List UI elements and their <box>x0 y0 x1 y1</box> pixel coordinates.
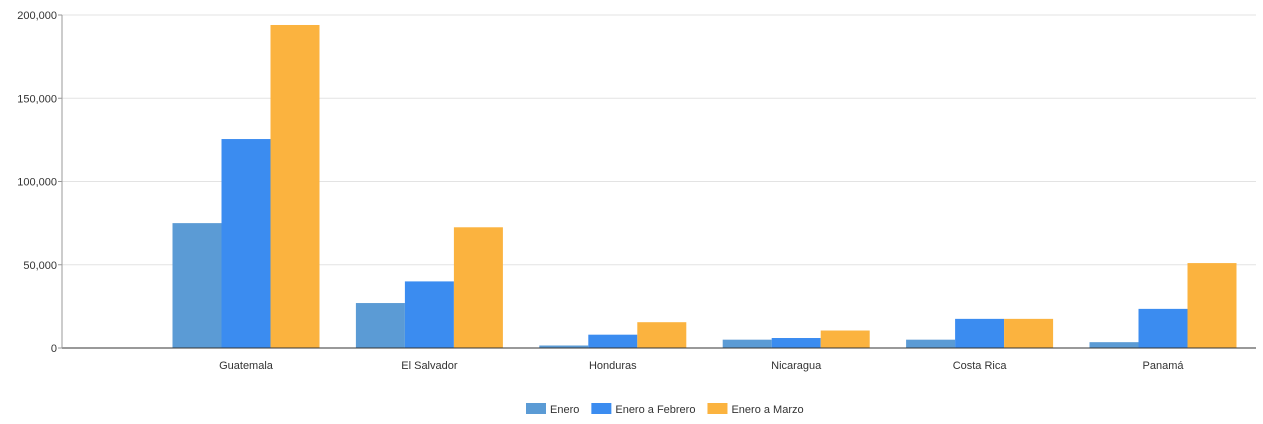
x-tick-label: Nicaragua <box>771 360 822 372</box>
bar-enero-a-febrero-1 <box>404 281 454 348</box>
legend-swatch <box>526 403 546 414</box>
bar-enero-a-marzo-3 <box>820 330 870 348</box>
x-tick-label: Costa Rica <box>953 360 1008 372</box>
legend-label: Enero <box>550 404 579 416</box>
x-tick-label: Guatemala <box>219 360 274 372</box>
x-tick-label: El Salvador <box>401 360 458 372</box>
bar-enero-a-febrero-4 <box>955 318 1005 348</box>
y-tick-label: 200,000 <box>17 10 57 22</box>
bar-enero-a-marzo-5 <box>1187 263 1237 348</box>
bar-enero-1 <box>355 303 405 348</box>
legend: Enero Enero a Febrero Enero a Marzo <box>526 403 804 416</box>
y-axis: 0 50,000 100,000 150,000 200,000 <box>17 10 62 355</box>
bar-enero-a-febrero-3 <box>771 338 821 348</box>
bar-enero-a-marzo-2 <box>637 322 687 348</box>
bar-enero-3 <box>722 339 772 348</box>
legend-label: Enero a Febrero <box>615 404 695 416</box>
bar-enero-a-marzo-1 <box>453 227 503 348</box>
legend-label: Enero a Marzo <box>731 404 803 416</box>
x-axis: Guatemala El Salvador Honduras Nicaragua Cos… <box>219 360 1184 372</box>
y-tick-label: 0 <box>51 343 57 355</box>
bar-enero-0 <box>172 223 222 348</box>
x-tick-label: Panamá <box>1143 360 1185 372</box>
y-tick-label: 100,000 <box>17 177 57 189</box>
bar-enero-a-febrero-5 <box>1138 308 1188 348</box>
y-tick-label: 150,000 <box>17 93 57 105</box>
bar-enero-2 <box>539 345 589 348</box>
bar-enero-a-febrero-0 <box>221 139 271 348</box>
y-tick-label: 50,000 <box>23 260 57 272</box>
bar-enero-4 <box>906 339 956 348</box>
bar-enero-a-marzo-4 <box>1004 318 1054 348</box>
legend-swatch <box>591 403 612 414</box>
legend-swatch <box>707 403 728 414</box>
bars <box>172 24 1237 349</box>
bar-enero-a-marzo-0 <box>270 24 320 349</box>
x-tick-label: Honduras <box>589 360 637 372</box>
bar-enero-a-febrero-2 <box>588 334 638 348</box>
bar-enero-5 <box>1089 342 1139 348</box>
